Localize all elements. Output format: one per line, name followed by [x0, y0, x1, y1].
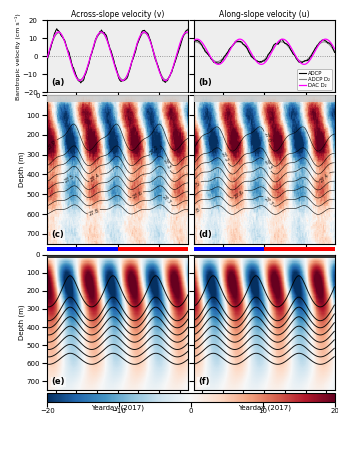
Text: 27.5: 27.5: [190, 181, 201, 192]
Legend: ADCP, ADCP D₂, DAC D₂: ADCP, ADCP D₂, DAC D₂: [297, 69, 332, 90]
Bar: [47, 255, 188, 258]
Title: Across-slope velocity (v): Across-slope velocity (v): [71, 10, 164, 19]
Text: (d): (d): [198, 230, 212, 239]
Bar: [118, 247, 188, 251]
Text: 27.3: 27.3: [262, 159, 272, 171]
Text: (f): (f): [198, 377, 210, 386]
Bar: [47, 247, 118, 251]
Y-axis label: Barotropic velocity (cm s⁻¹): Barotropic velocity (cm s⁻¹): [15, 13, 21, 100]
Text: 27.0: 27.0: [47, 139, 58, 151]
Y-axis label: Depth (m): Depth (m): [18, 152, 25, 187]
Text: (b): (b): [198, 78, 212, 87]
Text: (a): (a): [52, 78, 65, 87]
Text: 27.2: 27.2: [149, 144, 160, 155]
Text: 27.8: 27.8: [190, 207, 201, 216]
Text: 27.4: 27.4: [89, 173, 101, 183]
Bar: [47, 95, 188, 102]
X-axis label: Yearday (2017): Yearday (2017): [238, 405, 291, 411]
Text: 27.2: 27.2: [220, 151, 230, 163]
Text: (e): (e): [52, 377, 65, 386]
Bar: [194, 95, 335, 102]
Text: 27.3: 27.3: [162, 158, 171, 171]
Text: 27.4: 27.4: [319, 172, 330, 183]
Bar: [264, 247, 335, 251]
Bar: [194, 247, 264, 251]
Text: 27.7: 27.7: [263, 196, 274, 207]
Bar: [194, 255, 335, 258]
Y-axis label: Depth (m): Depth (m): [18, 305, 25, 340]
Text: 27.5: 27.5: [64, 174, 75, 184]
Text: 27.8: 27.8: [88, 207, 100, 216]
X-axis label: Yearday (2017): Yearday (2017): [91, 405, 144, 411]
Text: 27.6: 27.6: [131, 190, 143, 200]
Text: 27.6: 27.6: [233, 189, 245, 199]
Text: (c): (c): [52, 230, 64, 239]
Text: 27.0: 27.0: [262, 132, 271, 144]
Title: Along-slope velocity (u): Along-slope velocity (u): [219, 10, 310, 19]
Text: 27.7: 27.7: [161, 194, 172, 206]
